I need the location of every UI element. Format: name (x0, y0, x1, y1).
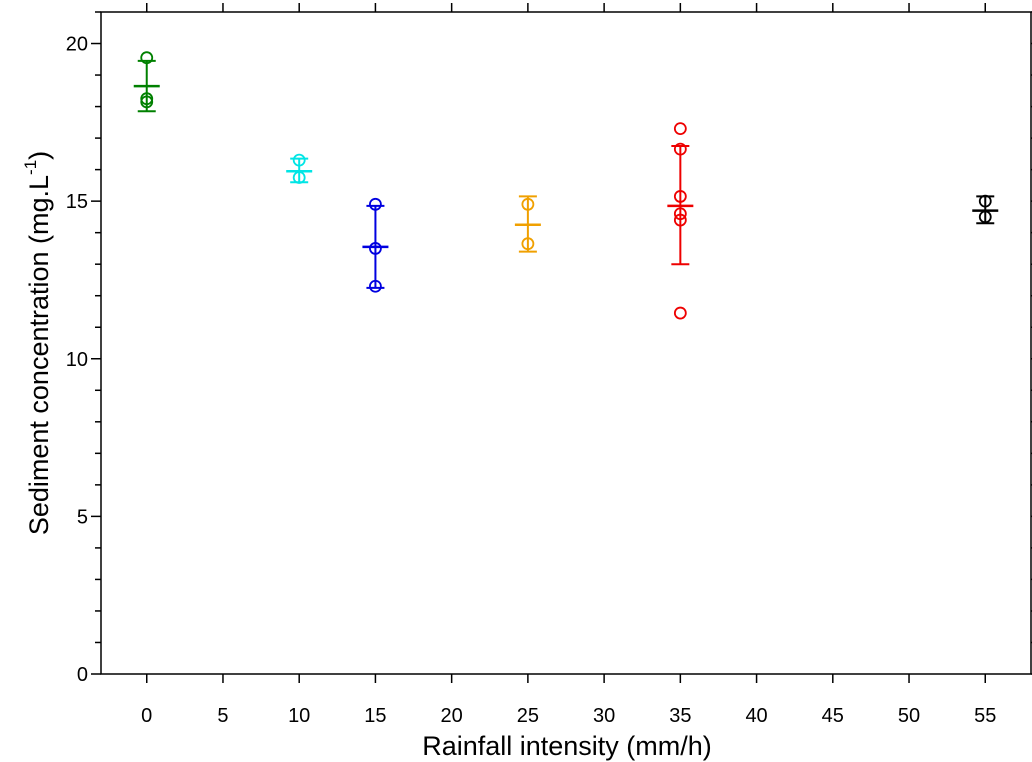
data-point (521, 197, 535, 211)
data-point (673, 213, 687, 227)
data-point (521, 237, 535, 251)
data-point (369, 242, 382, 255)
data-point (673, 190, 687, 203)
y-tick-label: 20 (66, 34, 88, 56)
data-point (292, 171, 306, 184)
x-tick-label: 5 (217, 705, 228, 727)
x-tick-label: 30 (593, 705, 615, 727)
y-tick-label: 5 (77, 506, 88, 528)
series-group (514, 195, 541, 253)
y-axis-title: Sediment concentration (mg.L-1) (21, 151, 54, 535)
x-tick-label: 40 (745, 705, 767, 727)
series-group (972, 194, 999, 225)
x-tick-label: 50 (898, 705, 920, 727)
data-point (369, 197, 382, 211)
x-tick-label: 20 (441, 705, 463, 727)
x-tick-label: 45 (822, 705, 844, 727)
x-tick-label: 0 (141, 705, 152, 727)
series-group (133, 51, 160, 113)
series-group (286, 153, 313, 184)
plot-frame (100, 11, 1032, 675)
y-axis: 0 5 10 15 20 (66, 11, 1032, 686)
y-tick-label: 0 (77, 664, 88, 686)
x-tick-label: 25 (517, 705, 539, 727)
x-tick-label: 55 (974, 705, 996, 727)
data-point (978, 194, 992, 208)
y-axis-title-close: ) (24, 151, 54, 160)
x-tick-label: 10 (288, 705, 310, 727)
data-point (369, 279, 382, 293)
x-tick-label: 15 (364, 705, 386, 727)
x-tick-label: 35 (669, 705, 691, 727)
y-tick-label: 15 (66, 191, 88, 213)
x-axis: 0 5 10 15 20 25 30 35 40 45 50 55 (141, 3, 996, 727)
data-series (133, 51, 999, 320)
data-point (140, 51, 154, 65)
data-point (978, 210, 992, 224)
series-group (362, 197, 389, 293)
data-point (673, 142, 687, 156)
y-axis-title-exponent: -1 (21, 160, 40, 175)
data-point (140, 95, 154, 109)
x-axis-title: Rainfall intensity (mm/h) (422, 731, 712, 761)
y-tick-label: 10 (66, 349, 88, 371)
data-point (673, 306, 687, 320)
data-point (673, 207, 687, 221)
data-point (292, 153, 306, 167)
y-axis-title-main: Sediment concentration (mg.L (24, 175, 54, 535)
data-point (673, 122, 687, 136)
series-group (667, 122, 694, 320)
